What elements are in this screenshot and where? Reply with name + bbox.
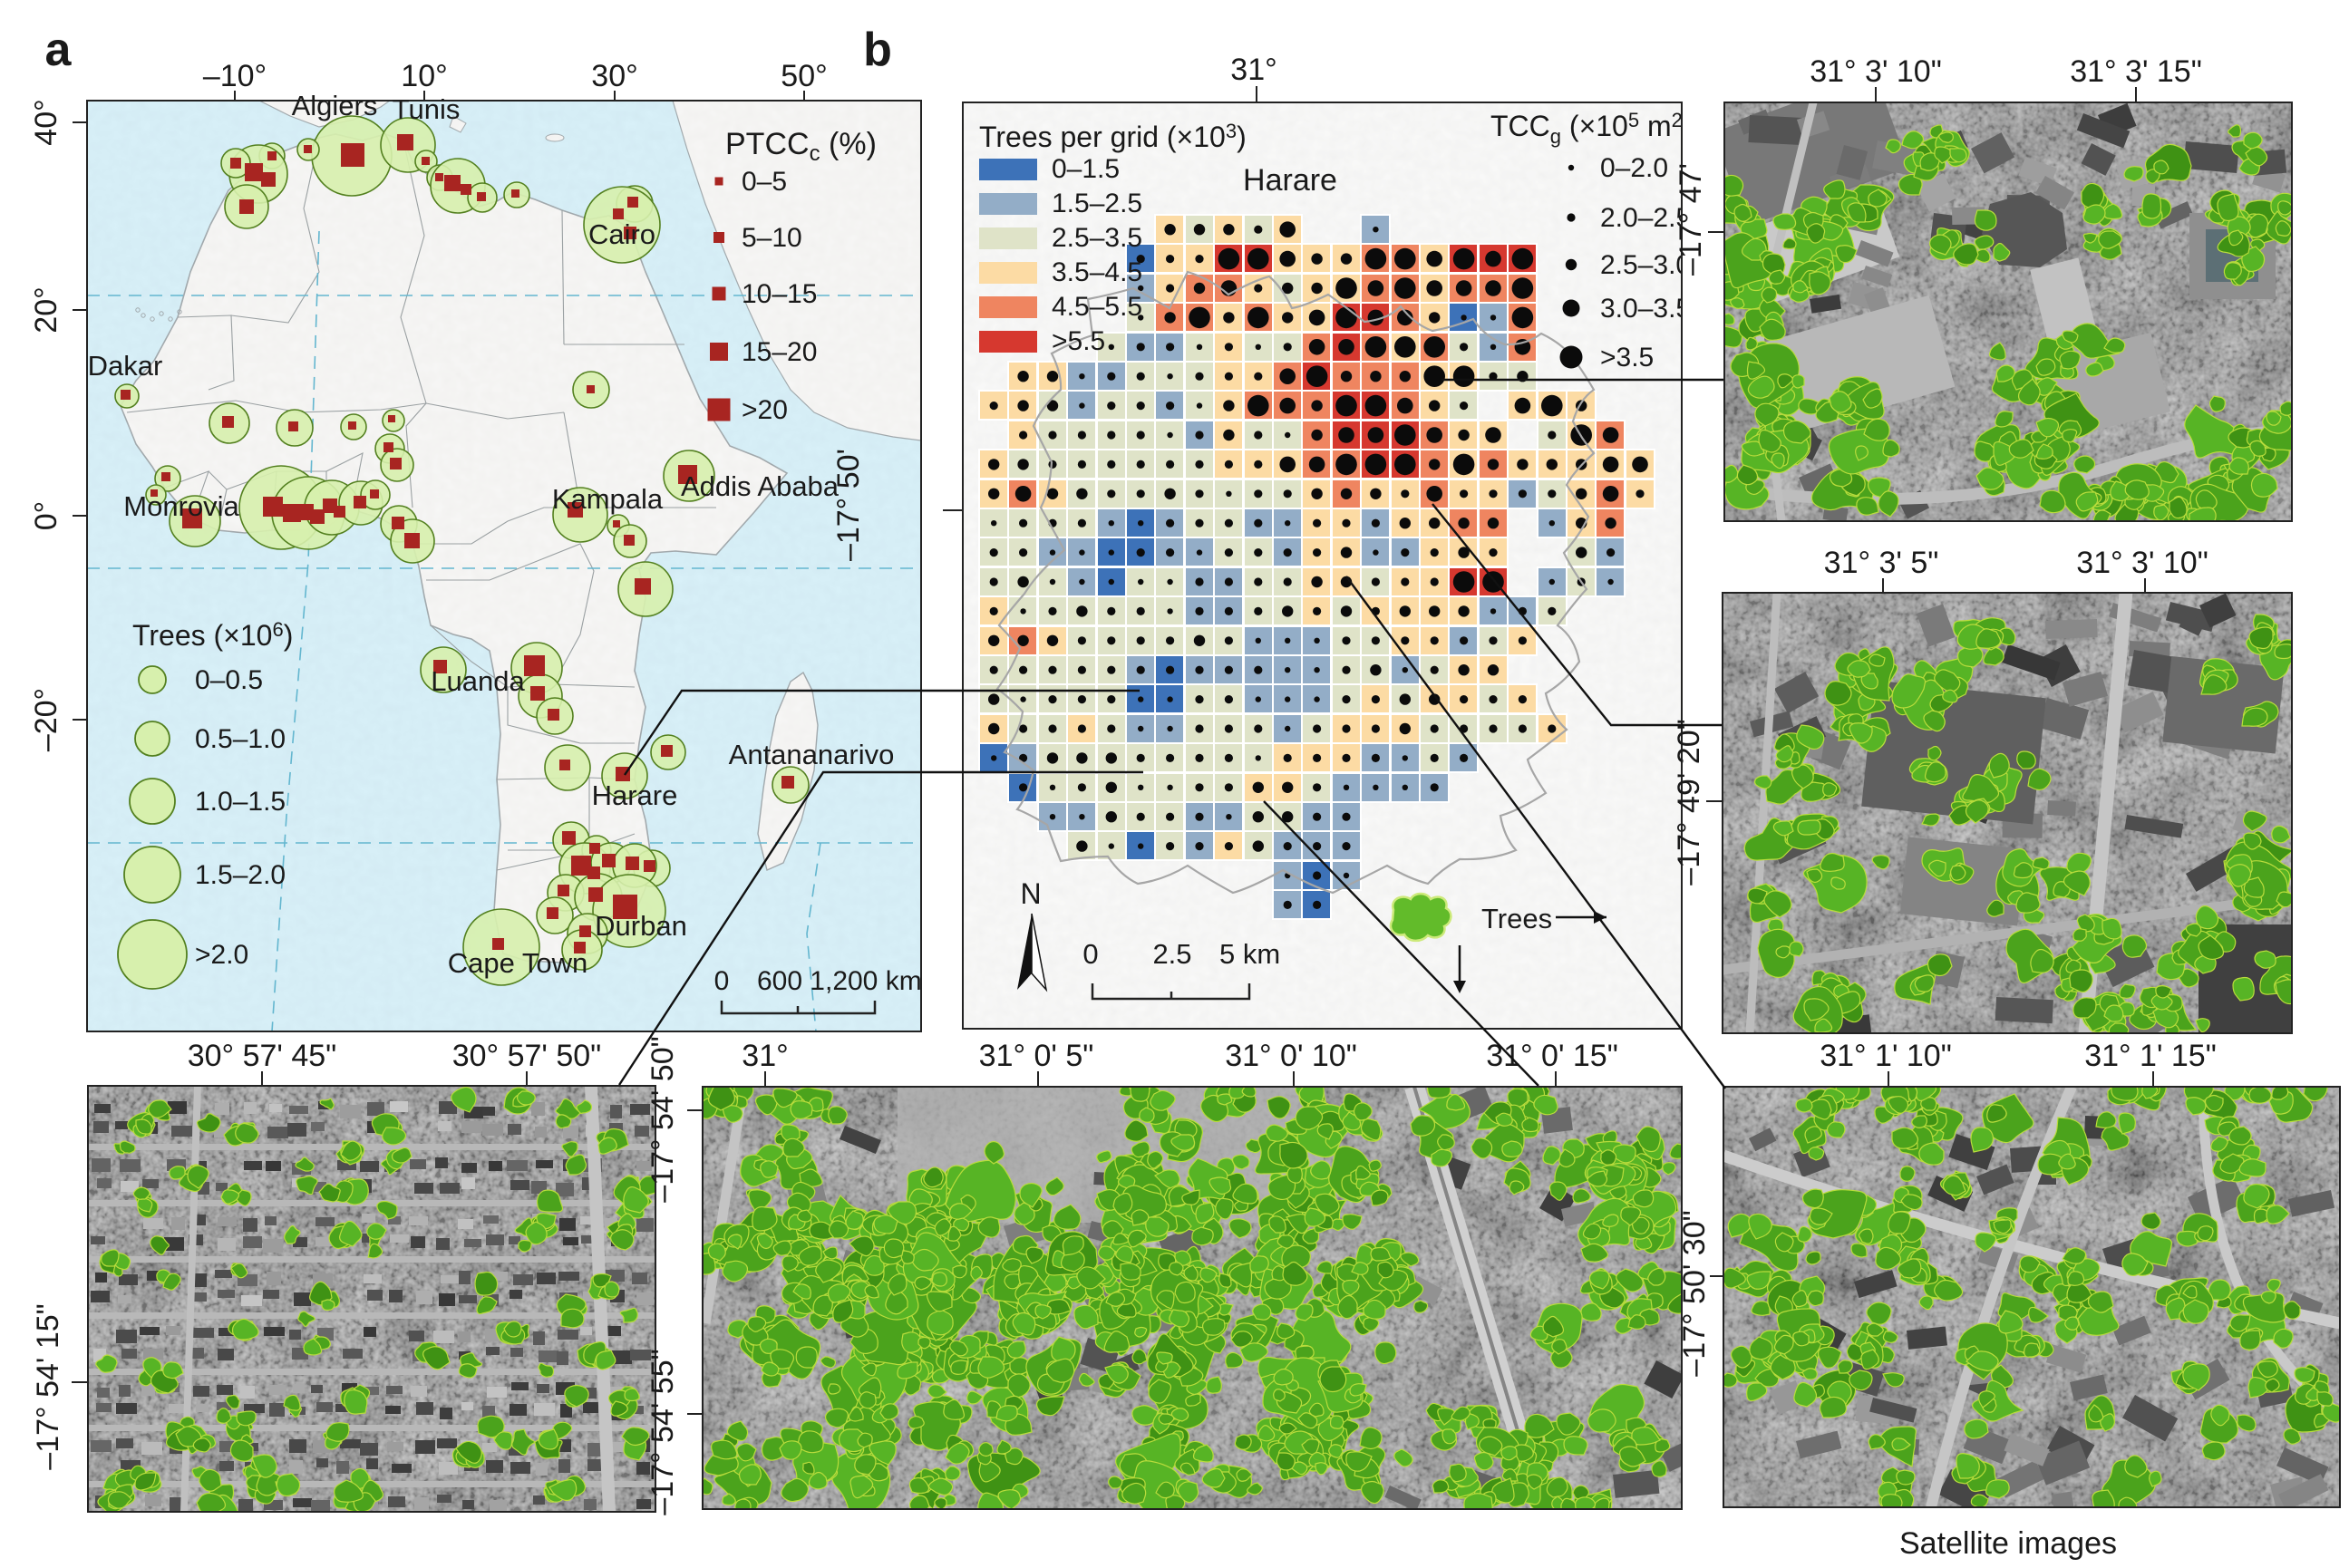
svg-text:0: 0 bbox=[714, 966, 730, 996]
svg-text:30° 57' 50": 30° 57' 50" bbox=[452, 1039, 602, 1073]
svg-text:31° 0' 10": 31° 0' 10" bbox=[1225, 1039, 1357, 1073]
svg-text:TCCg (×105 m2): TCCg (×105 m2) bbox=[1490, 109, 1693, 148]
svg-text:1.5–2.0: 1.5–2.0 bbox=[195, 860, 286, 890]
svg-text:Harare: Harare bbox=[592, 779, 678, 811]
svg-text:2.0–2.5: 2.0–2.5 bbox=[1600, 203, 1691, 233]
svg-text:5–10: 5–10 bbox=[742, 223, 802, 253]
svg-text:30°: 30° bbox=[591, 59, 637, 93]
svg-text:Monrovia: Monrovia bbox=[123, 490, 239, 522]
svg-text:–10°: –10° bbox=[203, 59, 267, 93]
svg-text:31°: 31° bbox=[742, 1039, 788, 1073]
svg-text:Durban: Durban bbox=[595, 910, 687, 942]
svg-text:Trees per grid (×103): Trees per grid (×103) bbox=[979, 120, 1247, 153]
svg-text:Luanda: Luanda bbox=[431, 665, 525, 697]
svg-text:0: 0 bbox=[1082, 938, 1098, 970]
svg-text:Antananarivo: Antananarivo bbox=[729, 739, 895, 770]
svg-text:31° 0' 5": 31° 0' 5" bbox=[979, 1039, 1094, 1073]
svg-text:N: N bbox=[1020, 877, 1041, 910]
svg-text:5 km: 5 km bbox=[1219, 938, 1280, 970]
svg-text:Trees: Trees bbox=[1481, 903, 1552, 934]
svg-text:31° 3' 5": 31° 3' 5" bbox=[1824, 546, 1939, 580]
svg-text:31° 1' 10": 31° 1' 10" bbox=[1820, 1039, 1952, 1073]
svg-text:Algiers: Algiers bbox=[292, 90, 378, 121]
svg-text:4.5–5.5: 4.5–5.5 bbox=[1052, 292, 1142, 322]
svg-text:10°: 10° bbox=[401, 59, 447, 93]
svg-text:Cape Town: Cape Town bbox=[448, 947, 588, 979]
svg-text:Kampala: Kampala bbox=[552, 483, 664, 515]
svg-text:b: b bbox=[863, 24, 892, 76]
svg-text:0–0.5: 0–0.5 bbox=[195, 665, 263, 695]
svg-text:50°: 50° bbox=[781, 59, 827, 93]
svg-text:Harare: Harare bbox=[1243, 163, 1337, 198]
svg-text:3.0–3.5: 3.0–3.5 bbox=[1600, 294, 1691, 324]
svg-text:Cairo: Cairo bbox=[588, 218, 655, 250]
svg-text:–20°: –20° bbox=[29, 688, 63, 751]
svg-text:>2.0: >2.0 bbox=[195, 940, 248, 970]
svg-text:31°: 31° bbox=[1230, 53, 1276, 87]
svg-text:–17° 49' 20": –17° 49' 20" bbox=[1672, 719, 1706, 885]
svg-text:600: 600 bbox=[757, 966, 802, 996]
svg-text:>20: >20 bbox=[742, 395, 788, 425]
svg-text:0.5–1.0: 0.5–1.0 bbox=[195, 724, 286, 754]
svg-text:–17° 54' 55": –17° 54' 55" bbox=[645, 1349, 680, 1515]
svg-text:Satellite images: Satellite images bbox=[1899, 1526, 2117, 1561]
svg-text:–17° 47': –17° 47' bbox=[1674, 163, 1708, 276]
svg-text:10–15: 10–15 bbox=[742, 279, 817, 309]
svg-text:31° 3' 15": 31° 3' 15" bbox=[2070, 54, 2202, 89]
svg-text:>3.5: >3.5 bbox=[1600, 343, 1654, 373]
svg-text:30° 57' 45": 30° 57' 45" bbox=[188, 1039, 337, 1073]
svg-text:–17° 50': –17° 50' bbox=[831, 449, 866, 561]
svg-text:–17° 50' 30": –17° 50' 30" bbox=[1677, 1210, 1712, 1376]
svg-text:PTCCc (%): PTCCc (%) bbox=[725, 127, 877, 166]
svg-text:0°: 0° bbox=[29, 501, 63, 531]
svg-text:0–2.0: 0–2.0 bbox=[1600, 153, 1668, 183]
svg-text:2.5: 2.5 bbox=[1152, 938, 1191, 970]
svg-text:31° 0' 15": 31° 0' 15" bbox=[1486, 1039, 1618, 1073]
svg-text:Addis Ababa: Addis Ababa bbox=[681, 470, 840, 502]
svg-text:0–5: 0–5 bbox=[742, 167, 787, 197]
svg-text:31° 3' 10": 31° 3' 10" bbox=[1810, 54, 1942, 89]
svg-text:–17° 54' 50": –17° 54' 50" bbox=[645, 1036, 680, 1202]
svg-text:15–20: 15–20 bbox=[742, 337, 817, 367]
svg-text:Tunis: Tunis bbox=[393, 93, 461, 125]
svg-text:1,200 km: 1,200 km bbox=[810, 966, 921, 996]
svg-text:0–1.5: 0–1.5 bbox=[1052, 154, 1120, 184]
svg-text:31° 1' 15": 31° 1' 15" bbox=[2084, 1039, 2217, 1073]
svg-text:Dakar: Dakar bbox=[88, 350, 163, 382]
svg-text:3.5–4.5: 3.5–4.5 bbox=[1052, 257, 1142, 287]
svg-text:1.5–2.5: 1.5–2.5 bbox=[1052, 189, 1142, 218]
svg-text:–17° 54' 15": –17° 54' 15" bbox=[31, 1303, 65, 1469]
svg-text:2.5–3.0: 2.5–3.0 bbox=[1600, 250, 1691, 280]
svg-text:a: a bbox=[45, 24, 73, 76]
svg-text:Trees (×106): Trees (×106) bbox=[132, 618, 293, 652]
svg-text:1.0–1.5: 1.0–1.5 bbox=[195, 787, 286, 817]
svg-text:20°: 20° bbox=[29, 286, 63, 333]
svg-text:2.5–3.5: 2.5–3.5 bbox=[1052, 223, 1142, 253]
svg-text:40°: 40° bbox=[29, 99, 63, 145]
svg-text:>5.5: >5.5 bbox=[1052, 326, 1105, 356]
svg-text:31° 3' 10": 31° 3' 10" bbox=[2076, 546, 2208, 580]
